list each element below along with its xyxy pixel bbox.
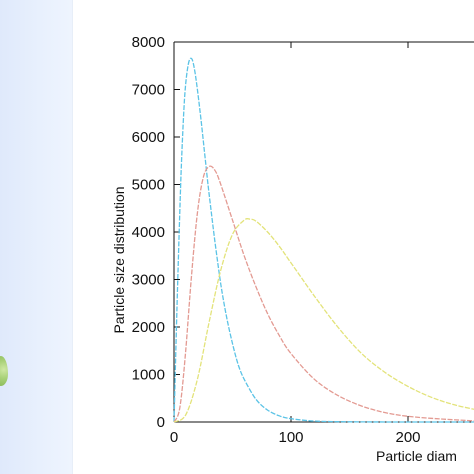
- series-line-1: [173, 57, 474, 423]
- y-tick-label: 7000: [132, 82, 165, 99]
- series-line-2: [173, 165, 474, 423]
- y-tick-label: 1000: [132, 367, 165, 384]
- leaf-image-fragment: [0, 356, 8, 386]
- x-tick-label: 0: [170, 429, 178, 446]
- x-tick-label: 100: [278, 429, 303, 446]
- y-tick-label: 0: [157, 414, 165, 431]
- series-line-3: [173, 217, 474, 423]
- panel-divider: [72, 0, 73, 474]
- y-tick-label: 3000: [132, 272, 165, 289]
- y-tick-label: 4000: [132, 224, 165, 241]
- x-tick-label: 200: [395, 429, 420, 446]
- y-tick-label: 2000: [132, 319, 165, 336]
- y-tick-label: 8000: [132, 34, 165, 51]
- chart-series-layer: [173, 57, 474, 423]
- y-axis-label: Particle size distribution: [111, 186, 127, 333]
- left-image-panel: [0, 0, 72, 474]
- y-tick-label: 6000: [132, 129, 165, 146]
- x-axis-label: Particle diam: [376, 448, 457, 464]
- chart-ticks: 0 1000 2000 3000 4000 5000 6000 7000 8000 0 100 200: [132, 34, 421, 446]
- chart-axes: [173, 41, 474, 423]
- y-tick-label: 5000: [132, 177, 165, 194]
